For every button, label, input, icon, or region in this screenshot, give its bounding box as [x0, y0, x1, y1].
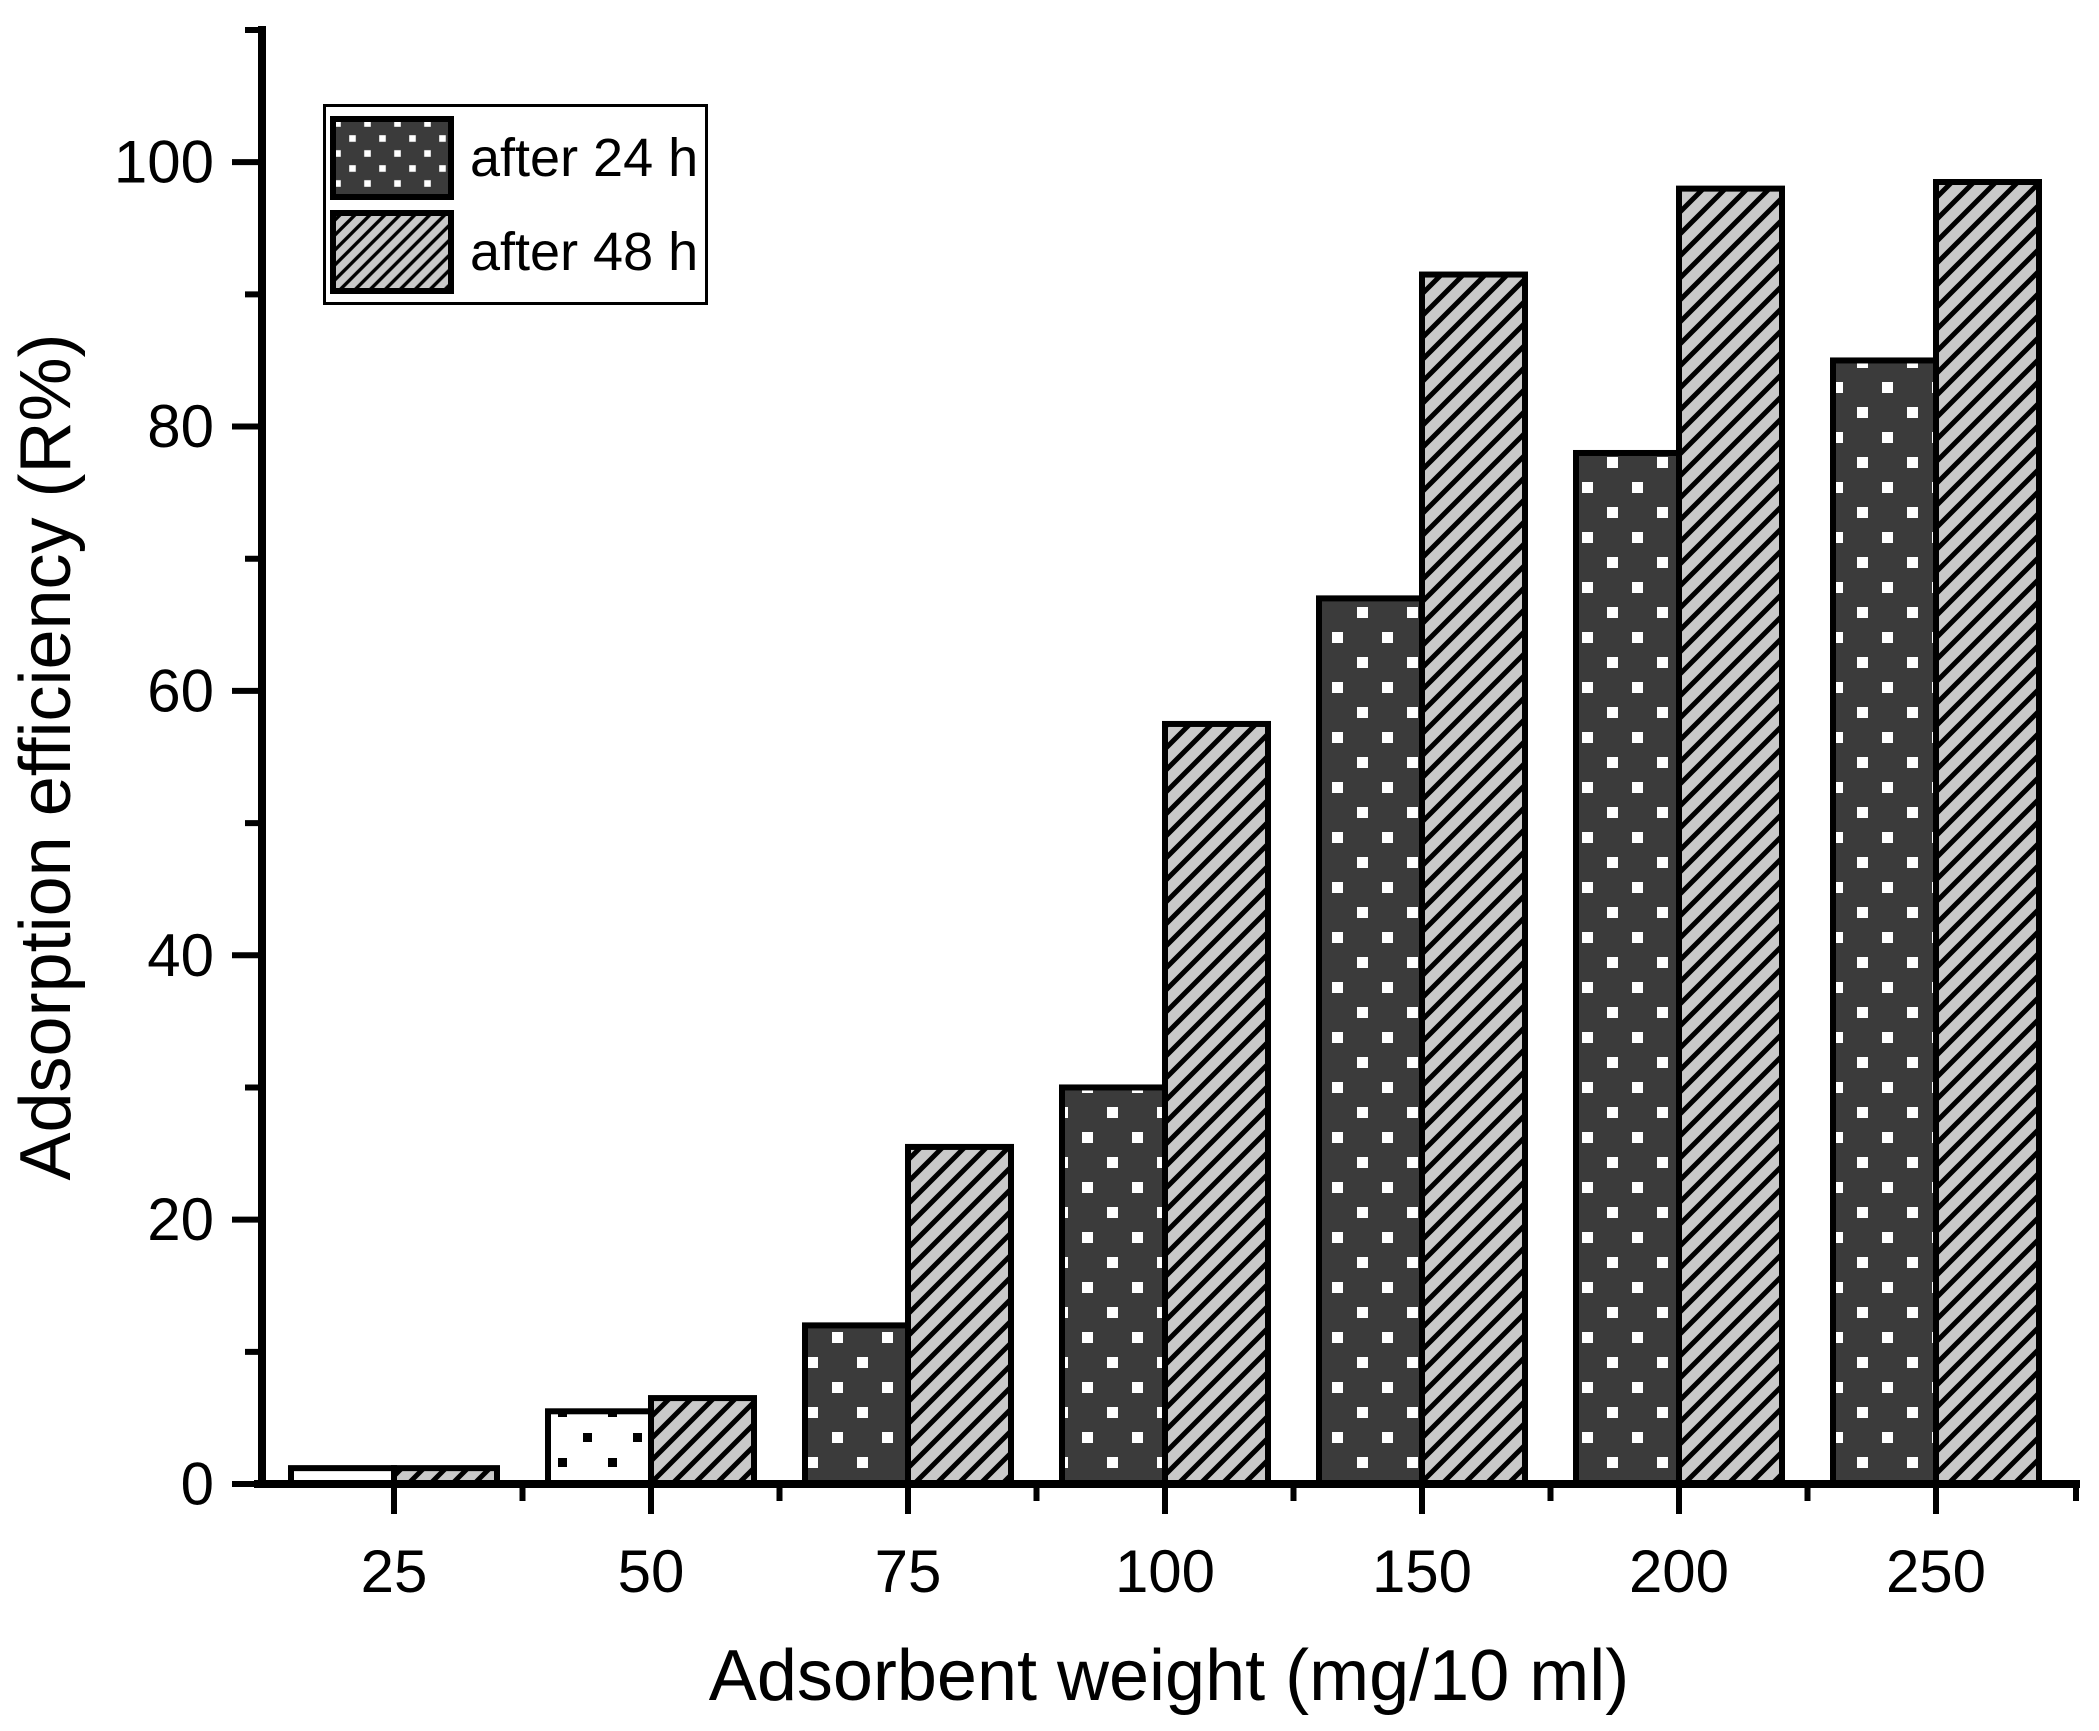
x-tick-label: 50: [618, 1538, 685, 1605]
bar-after-24-h-200: [1573, 449, 1682, 1487]
y-tick-label: 100: [114, 129, 214, 196]
tick-labels-layer: 0 20 40 60 80 100 25 50 75 100 150 200 250: [114, 129, 1986, 1605]
legend-item-after-48h: after 48 h: [330, 209, 705, 294]
legend-swatch-hatch-icon: [330, 209, 454, 294]
bar-after-24-h-150: [1316, 595, 1425, 1487]
bar-after-48-h-200: [1676, 185, 1785, 1488]
legend-label-after-24h: after 24 h: [470, 127, 699, 188]
y-tick-label: 0: [181, 1451, 214, 1518]
bar-after-48-h-100: [1162, 720, 1271, 1487]
y-tick-label: 60: [147, 657, 214, 724]
bar-after-24-h-100: [1059, 1084, 1168, 1488]
x-tick-label: 100: [1115, 1538, 1215, 1605]
bar-after-48-h-50: [648, 1395, 757, 1487]
y-axis-title: Adsorption efficiency (R%): [6, 333, 86, 1180]
bar-after-24-h-50: [545, 1408, 654, 1488]
y-tick-label: 80: [147, 393, 214, 460]
legend-box: after 24 h after 48 h: [323, 104, 708, 305]
legend-item-after-24h: after 24 h: [330, 115, 705, 200]
legend-label-after-48h: after 48 h: [470, 221, 699, 282]
legend-swatch-dots-icon: [330, 115, 454, 200]
bar-after-48-h-150: [1419, 271, 1528, 1487]
bars-layer: [288, 179, 2042, 1488]
x-tick-label: 25: [361, 1538, 428, 1605]
axes-layer: [232, 26, 2080, 1514]
x-axis-title: Adsorbent weight (mg/10 ml): [709, 1636, 1629, 1716]
x-tick-label: 150: [1372, 1538, 1472, 1605]
x-tick-label: 75: [875, 1538, 942, 1605]
bar-after-24-h-75: [802, 1322, 911, 1488]
bar-after-48-h-75: [905, 1143, 1014, 1488]
y-tick-label: 40: [147, 922, 214, 989]
bar-after-48-h-250: [1933, 179, 2042, 1488]
x-tick-label: 200: [1629, 1538, 1729, 1605]
y-tick-label: 20: [147, 1186, 214, 1253]
x-tick-label: 250: [1886, 1538, 1986, 1605]
bar-after-24-h-250: [1830, 357, 1939, 1487]
